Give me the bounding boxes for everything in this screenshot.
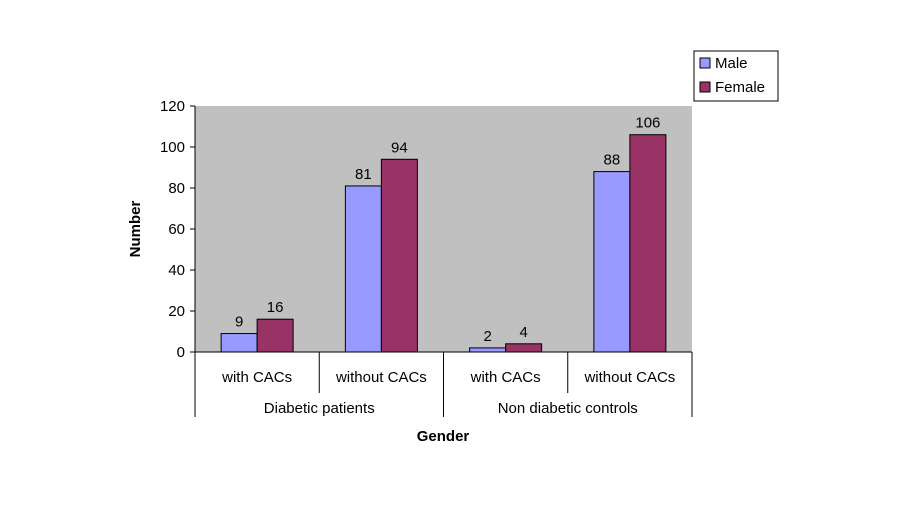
data-label-male-3: 88 [604, 152, 621, 169]
bar-female-0 [257, 319, 293, 352]
x-category-label: without CACs [583, 369, 675, 386]
bar-male-3 [594, 172, 630, 352]
bar-female-1 [381, 159, 417, 352]
y-tick-label: 20 [168, 303, 185, 320]
y-tick-label: 60 [168, 221, 185, 238]
chart: 0 20 40 60 80 100 120 with CACs without CACs wit… [0, 0, 900, 500]
y-tick-label: 100 [160, 139, 185, 156]
bar-male-1 [345, 186, 381, 352]
x-axis-title: Gender [417, 428, 470, 445]
x-category-label: without CACs [335, 369, 427, 386]
data-label-female-3: 106 [635, 115, 660, 132]
y-tick-label: 0 [177, 344, 185, 361]
y-tick-label: 40 [168, 262, 185, 279]
data-label-male-0: 9 [235, 314, 243, 331]
legend-label-female: Female [715, 79, 765, 96]
bar-male-0 [221, 334, 257, 352]
x-category-label: with CACs [470, 369, 541, 386]
x-group-label: Non diabetic controls [498, 400, 638, 417]
x-axis: with CACs without CACs with CACs without CA… [195, 352, 692, 417]
legend: Male Female [694, 51, 778, 101]
legend-swatch-female [700, 82, 710, 92]
y-tick-label: 120 [160, 98, 185, 115]
y-tick-label: 80 [168, 180, 185, 197]
legend-label-male: Male [715, 55, 748, 72]
data-label-female-0: 16 [267, 299, 284, 316]
data-label-female-2: 4 [519, 324, 527, 341]
bar-male-2 [470, 348, 506, 352]
legend-swatch-male [700, 58, 710, 68]
y-axis: 0 20 40 60 80 100 120 [160, 98, 195, 361]
bar-female-2 [506, 344, 542, 352]
bar-female-3 [630, 135, 666, 352]
data-label-female-1: 94 [391, 139, 408, 156]
x-group-label: Diabetic patients [264, 400, 375, 417]
bar-chart: 020406080100120 with CACs without CACs wit… [0, 0, 900, 500]
x-category-label: with CACs [221, 369, 292, 386]
y-axis-title: Number [127, 201, 144, 258]
data-label-male-1: 81 [355, 166, 372, 183]
data-label-male-2: 2 [483, 328, 491, 345]
